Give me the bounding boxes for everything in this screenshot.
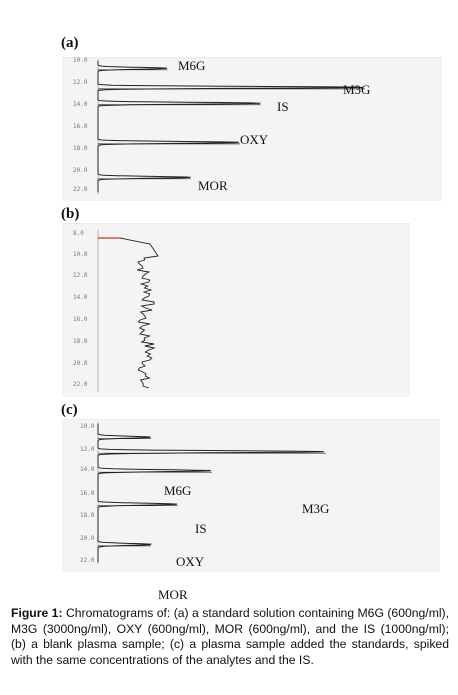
chromatogram-b-trace bbox=[97, 230, 159, 392]
peak-label-a-oxy: OXY bbox=[240, 132, 269, 147]
tick-a-2: 14.0 bbox=[73, 101, 88, 108]
tick-c-5: 20.0 bbox=[80, 535, 95, 542]
chromatogram-a-trace bbox=[97, 59, 365, 194]
peak-label-a-m3g: M3G bbox=[343, 82, 371, 97]
tick-b-2: 12.0 bbox=[73, 272, 88, 279]
peak-label-a-is: IS bbox=[277, 99, 289, 114]
peak-label-c-oxy: OXY bbox=[176, 554, 205, 569]
tick-a-1: 12.0 bbox=[73, 79, 88, 86]
chromatogram-b bbox=[62, 223, 410, 397]
tick-c-3: 16.0 bbox=[80, 490, 95, 497]
chromatogram-c-trace bbox=[97, 422, 326, 564]
chromatogram-signal bbox=[97, 60, 363, 193]
tick-a-4: 18.0 bbox=[73, 145, 88, 152]
tick-c-2: 14.0 bbox=[80, 466, 95, 473]
tick-b-0: 8.0 bbox=[73, 230, 84, 237]
peak-label-c-m3g: M3G bbox=[302, 501, 330, 516]
peak-label-c-m6g: M6G bbox=[164, 483, 192, 498]
tick-b-7: 22.0 bbox=[73, 381, 88, 388]
tick-a-3: 16.0 bbox=[73, 123, 88, 130]
panel-c-label: (c) bbox=[61, 402, 78, 418]
tick-c-1: 12.0 bbox=[80, 446, 95, 453]
caption-text: Chromatograms of: (a) a standard solutio… bbox=[11, 606, 450, 667]
tick-b-3: 14.0 bbox=[73, 294, 88, 301]
tick-c-0: 10.0 bbox=[80, 423, 95, 430]
chromatogram-a bbox=[62, 57, 442, 201]
panel-b-label: (b) bbox=[61, 206, 80, 222]
peak-label-c-is: IS bbox=[195, 521, 207, 536]
tick-c-4: 18.0 bbox=[80, 512, 95, 519]
tick-c-6: 22.0 bbox=[80, 557, 95, 564]
tick-a-5: 20.0 bbox=[73, 167, 88, 174]
tick-b-5: 18.0 bbox=[73, 338, 88, 345]
chromatogram-signal bbox=[97, 423, 325, 563]
chromatogram-c bbox=[62, 419, 440, 572]
tick-b-6: 20.0 bbox=[73, 360, 88, 367]
peak-label-c-mor: MOR bbox=[158, 587, 188, 602]
panel-a-label: (a) bbox=[61, 35, 79, 51]
caption-lead: Figure 1: bbox=[11, 606, 63, 620]
tick-b-4: 16.0 bbox=[73, 316, 88, 323]
tick-a-0: 10.0 bbox=[73, 57, 88, 64]
tick-a-6: 22.0 bbox=[73, 186, 88, 193]
peak-label-a-m6g: M6G bbox=[178, 58, 206, 73]
tick-b-1: 10.0 bbox=[73, 251, 88, 258]
peak-label-a-mor: MOR bbox=[198, 178, 228, 193]
figure-caption: Figure 1: Chromatograms of: (a) a standa… bbox=[11, 606, 449, 668]
blank-plasma-signal bbox=[119, 237, 159, 389]
